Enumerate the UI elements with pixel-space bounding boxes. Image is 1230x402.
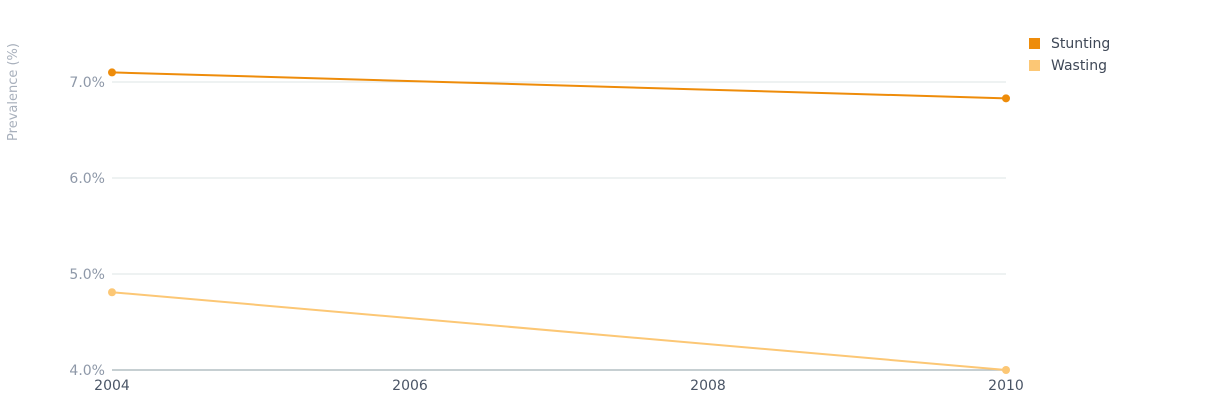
y-tick-label: 4.0% bbox=[69, 363, 105, 379]
legend[interactable]: Stunting Wasting bbox=[1029, 36, 1110, 74]
y-tick-label: 5.0% bbox=[69, 267, 105, 283]
gridlines bbox=[112, 81, 1006, 371]
data-point[interactable] bbox=[108, 288, 116, 297]
data-point[interactable] bbox=[1002, 366, 1010, 374]
series-stunting bbox=[108, 68, 1010, 103]
legend-label: Stunting bbox=[1051, 36, 1110, 52]
x-tick-label: 2006 bbox=[392, 378, 428, 394]
legend-item-stunting[interactable]: Stunting bbox=[1029, 36, 1110, 52]
y-tick-label: 7.0% bbox=[69, 75, 105, 91]
y-axis-title: Prevalence (%) bbox=[6, 43, 21, 141]
legend-item-wasting[interactable]: Wasting bbox=[1029, 58, 1107, 74]
series-line bbox=[111, 291, 1007, 371]
data-point[interactable] bbox=[1002, 94, 1010, 103]
legend-swatch bbox=[1029, 38, 1040, 49]
x-axis-ticks: 2004 2006 2008 2010 bbox=[94, 378, 1024, 394]
x-tick-label: 2004 bbox=[94, 378, 130, 394]
x-tick-label: 2010 bbox=[988, 378, 1024, 394]
y-tick-label: 6.0% bbox=[69, 171, 105, 187]
data-point[interactable] bbox=[108, 68, 116, 77]
legend-label: Wasting bbox=[1051, 58, 1107, 74]
x-tick-label: 2008 bbox=[690, 378, 726, 394]
legend-swatch bbox=[1029, 60, 1040, 71]
y-axis-ticks: 4.0% 5.0% 6.0% 7.0% bbox=[69, 75, 105, 379]
series-line bbox=[111, 71, 1007, 100]
series-wasting bbox=[108, 288, 1010, 374]
series bbox=[108, 68, 1010, 374]
